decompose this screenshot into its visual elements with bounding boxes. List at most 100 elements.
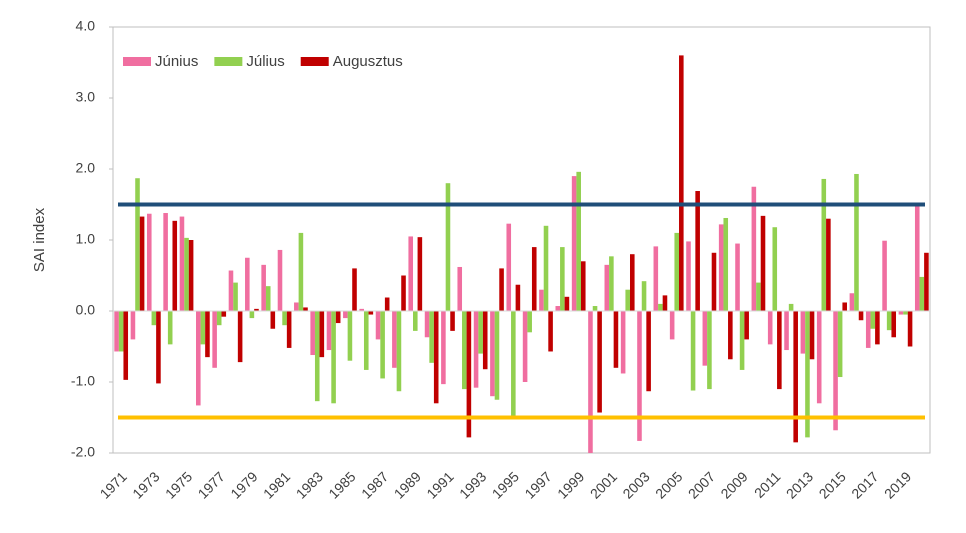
bar: [735, 243, 740, 311]
bar: [690, 311, 696, 391]
bar: [571, 176, 577, 311]
bar: [310, 311, 315, 356]
bar: [212, 311, 217, 368]
bar: [286, 311, 292, 348]
bar: [490, 311, 495, 397]
bar: [515, 284, 521, 311]
bar: [294, 302, 299, 311]
bar: [205, 311, 210, 358]
bar: [870, 311, 876, 329]
bar: [882, 240, 887, 311]
bar: [196, 311, 201, 406]
bar: [907, 311, 913, 347]
bar: [679, 55, 684, 312]
x-tick-label: 2001: [587, 468, 620, 501]
bar: [609, 256, 614, 311]
bar: [188, 240, 194, 311]
bar: [424, 311, 430, 338]
legend-label: Június: [155, 53, 198, 70]
bar: [429, 311, 434, 363]
x-tick-label: 2017: [848, 468, 881, 501]
bar: [151, 311, 157, 326]
legend-swatch: [214, 57, 243, 66]
bar: [739, 311, 745, 370]
bar: [707, 311, 712, 390]
y-axis-label: SAI index: [31, 207, 48, 272]
bar: [135, 178, 140, 311]
x-tick-label: 2003: [619, 468, 652, 501]
bar: [326, 311, 332, 351]
bar: [646, 311, 651, 392]
y-tick-label: 3.0: [76, 89, 96, 105]
bar: [767, 311, 773, 345]
bar: [114, 311, 119, 352]
bar: [858, 311, 864, 321]
bar: [653, 246, 659, 311]
bar: [457, 266, 463, 311]
bar: [473, 311, 479, 388]
bar: [751, 186, 757, 311]
bar: [548, 311, 553, 352]
bar: [221, 311, 227, 317]
bar: [478, 311, 483, 354]
bar: [625, 289, 630, 311]
x-tick-label: 1993: [456, 468, 489, 501]
legend-swatch: [123, 57, 151, 66]
bar: [662, 295, 668, 311]
bar: [347, 311, 353, 361]
bar: [539, 289, 544, 311]
bar: [331, 311, 336, 404]
bar: [261, 264, 266, 311]
bar: [760, 215, 766, 311]
bar: [756, 282, 761, 311]
bar: [228, 270, 234, 311]
bar: [506, 223, 512, 311]
bar: [130, 311, 136, 340]
x-tick-label: 1973: [129, 468, 162, 501]
x-tick-label: 1971: [97, 468, 130, 501]
x-tick-label: 2013: [783, 468, 816, 501]
bar: [658, 303, 663, 311]
x-tick-label: 2007: [685, 468, 718, 501]
x-tick-label: 2015: [816, 468, 849, 501]
bar: [417, 237, 423, 311]
bar: [592, 306, 598, 311]
x-tick-label: 1977: [195, 468, 228, 501]
bar: [303, 307, 308, 311]
bar: [772, 227, 778, 311]
bar: [597, 311, 602, 413]
bar: [343, 311, 348, 319]
bar: [277, 249, 283, 311]
bar: [146, 213, 152, 311]
x-tick-label: 1981: [260, 468, 293, 501]
x-tick-label: 1991: [423, 468, 456, 501]
bar: [368, 311, 374, 315]
bar: [543, 225, 549, 311]
x-tick-label: 1983: [293, 468, 326, 501]
x-tick-label: 2005: [652, 468, 685, 501]
bar: [237, 311, 243, 363]
bar: [849, 293, 855, 311]
bar: [728, 311, 733, 360]
y-tick-label: 1.0: [76, 231, 96, 247]
bar: [466, 311, 472, 438]
bar: [401, 275, 406, 311]
x-tick-label: 1995: [489, 468, 522, 501]
bar: [744, 311, 749, 340]
bar: [413, 311, 418, 331]
bar: [842, 302, 847, 311]
bar: [499, 268, 504, 311]
bar: [396, 311, 402, 392]
x-tick-label: 1989: [391, 468, 424, 501]
bar: [445, 183, 451, 311]
bar: [875, 311, 880, 345]
bar: [793, 311, 798, 443]
x-tick-label: 1975: [162, 468, 195, 501]
bar: [184, 237, 189, 311]
y-tick-label: -1.0: [71, 373, 95, 389]
bar: [319, 311, 325, 358]
bar: [723, 217, 729, 311]
bar: [702, 311, 708, 366]
bar: [282, 311, 287, 326]
